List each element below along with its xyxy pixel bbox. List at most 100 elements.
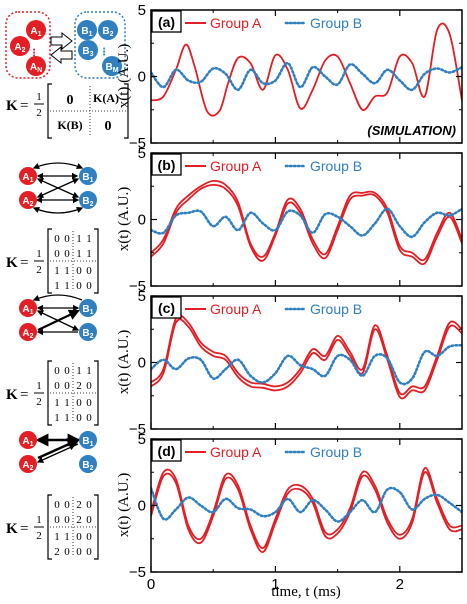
arrow-right-icon <box>50 31 73 51</box>
y-axis-label: x(t) (A.U.) <box>116 473 132 538</box>
panel-tag-box <box>151 10 182 33</box>
matrix-cell: 0 <box>54 248 60 260</box>
annotation-simulation: (SIMULATION) <box>367 123 456 138</box>
x-axis-label: time, t (ms) <box>271 584 341 600</box>
matrix-cell-00: 0 <box>67 93 74 108</box>
node-a2 <box>19 191 37 209</box>
group-schematic: A1 A2 AN ⋮ B1 B2 B3 BM ⋮ K = 1 2 0 K(A) … <box>5 11 129 139</box>
panel-b: 5 0 −5 (b) Group A Group B <box>129 145 463 295</box>
svg-text:B2: B2 <box>82 460 93 472</box>
network-b: A1 A2 B1 B2 <box>19 162 97 214</box>
node-a2 <box>19 323 37 341</box>
matrix-cell: 0 <box>76 280 82 292</box>
svg-text:B1: B1 <box>82 172 93 184</box>
y-tick-label: −5 <box>129 564 146 581</box>
matrix-cell: 1 <box>86 248 92 260</box>
svg-text:A1: A1 <box>22 172 33 184</box>
matrix-cell: 1 <box>76 365 82 377</box>
matrix-bracket-right <box>94 228 99 294</box>
svg-text:A1: A1 <box>22 304 33 316</box>
matrix-eq: = <box>20 387 28 403</box>
x-tick-label: 0 <box>147 576 155 593</box>
matrix-cell: 0 <box>76 412 82 424</box>
node-a1 <box>19 167 37 185</box>
matrix-bracket-right <box>94 494 99 560</box>
edge <box>36 178 80 198</box>
series-line <box>151 61 462 92</box>
coupling-matrices: K =120 0 1 10 0 1 11 1 0 01 1 0 0K =120 0 1 10 0 2 01 1 0 01 1 0 0… <box>6 228 99 560</box>
group-a-box <box>5 11 51 79</box>
matrix-cell: 2 <box>76 499 82 511</box>
x-tick-label: 2 <box>396 576 404 593</box>
series-line <box>151 179 462 262</box>
matrix-frac-den: 2 <box>36 264 42 276</box>
node-b3 <box>78 40 98 60</box>
matrix-cell: 0 <box>76 531 82 543</box>
y-tick-label: −5 <box>129 135 146 152</box>
node-an <box>26 56 46 76</box>
network-c: A1 A2 B1 B2 <box>19 294 97 341</box>
series-line <box>151 22 462 117</box>
matrix-cell: 0 <box>86 265 92 277</box>
matrix-cell: 1 <box>64 265 70 277</box>
matrix-bracket-right <box>94 360 99 426</box>
series-line <box>151 467 462 549</box>
matrix-cell: 0 <box>54 380 60 392</box>
matrix-cell: 1 <box>64 280 70 292</box>
matrix-bracket-left <box>47 494 52 560</box>
matrix-cell: 1 <box>54 280 60 292</box>
panel-tag-box <box>151 153 182 176</box>
b-ellipsis: ⋮ <box>99 47 109 58</box>
time-series-panels: 50−5(a) Group A Group B(SIMULATION)50−5(b)… <box>129 2 463 593</box>
matrix-general: K = 1 2 0 K(A) K(B) 0 <box>6 83 129 139</box>
legend-label-group-a: Group A <box>210 301 262 317</box>
panel-d: 50−50 1 2(d) Group A Group B <box>129 431 463 593</box>
group-b-box <box>74 11 126 79</box>
matrix-cell: 0 <box>86 514 92 526</box>
matrix-c: K =120 0 1 10 0 2 01 1 0 01 1 0 0 <box>6 360 99 426</box>
node-b1 <box>79 431 97 449</box>
legend-label-group-a: Group A <box>210 444 262 460</box>
matrix-lhs: K <box>6 387 18 403</box>
edge <box>32 206 84 214</box>
svg-text:A2: A2 <box>22 460 33 472</box>
series-line <box>151 343 462 386</box>
x-tick-label: 1 <box>271 576 279 593</box>
matrix-lhs: K <box>6 255 18 271</box>
panel-tag-box <box>151 439 182 462</box>
matrix-cell: 0 <box>54 365 60 377</box>
edge <box>37 438 81 460</box>
svg-text:B2: B2 <box>82 328 93 340</box>
legend-label-group-b: Group B <box>310 15 362 31</box>
y-axis-label: x(t) (A.U.) <box>116 330 132 395</box>
series-line <box>151 207 462 239</box>
y-tick-label: 5 <box>138 2 146 19</box>
y-axis-label: x(t) (A.U.) <box>116 187 132 252</box>
series-line <box>151 486 462 523</box>
series-line <box>151 314 462 396</box>
panel-tag: (c) <box>158 300 175 316</box>
matrix-cell: 1 <box>54 412 60 424</box>
matrix-bracket-left <box>47 83 52 139</box>
matrix-cell: 2 <box>54 546 60 558</box>
node-bm <box>102 56 122 76</box>
node-b2 <box>79 323 97 341</box>
panel-tag: (d) <box>158 443 176 459</box>
matrix-d: K =120 0 2 00 0 2 01 1 0 02 0 0 0 <box>6 494 99 560</box>
matrix-cell: 0 <box>64 248 70 260</box>
node-b3-label: B3 <box>82 46 93 58</box>
node-a2 <box>19 455 37 473</box>
matrix-cell-11: 0 <box>105 119 112 134</box>
svg-text:A2: A2 <box>22 328 33 340</box>
matrix-bracket-right <box>124 83 129 139</box>
matrix-lhs: K <box>6 98 18 114</box>
svg-text:B1: B1 <box>82 436 93 448</box>
matrix-frac-den: 2 <box>36 396 42 408</box>
panel-a: 5 0 −5 (a) Group A Group B (SIMULATION) <box>129 2 463 152</box>
matrix-cell: 1 <box>54 265 60 277</box>
panel-tag: (a) <box>158 14 175 30</box>
edge <box>37 309 80 331</box>
y-tick-label: 0 <box>138 69 146 86</box>
series-line <box>151 318 462 400</box>
matrix-cell: 0 <box>86 531 92 543</box>
